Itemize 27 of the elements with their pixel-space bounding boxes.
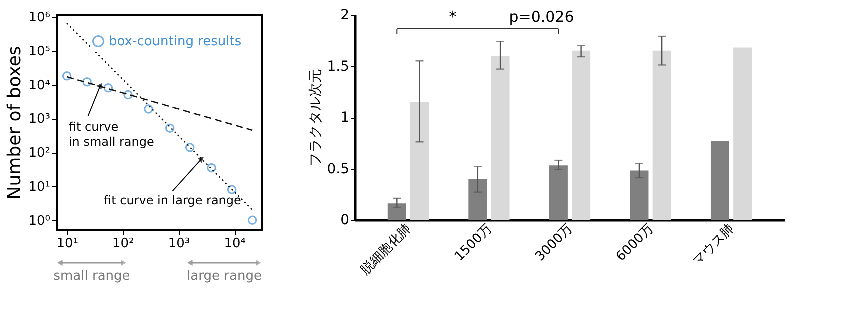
text: large range: [187, 269, 262, 284]
y-tick-label: 0.5: [327, 161, 350, 178]
y-tick-label: 10⁴: [28, 78, 50, 94]
y-tick-label: 10⁵: [28, 44, 50, 60]
annotation: fit curve in large range: [104, 194, 242, 208]
y-tick-label: 10²: [28, 146, 50, 162]
text: small range: [54, 269, 130, 284]
y-tick-label: 1: [340, 110, 350, 126]
y-axis-title: Number of boxes: [4, 46, 26, 200]
y-tick-label: 2: [340, 8, 350, 24]
y-axis-title: フラクタル次元: [308, 69, 324, 167]
x-tick-label: 10²: [112, 236, 134, 252]
x-tick-label: 10¹: [56, 236, 78, 252]
legend-label: box-counting results: [109, 34, 242, 50]
x-tick-label: 10³: [168, 236, 190, 252]
annotation: *: [449, 8, 458, 26]
x-tick-label: 脱細胞化肺: [358, 222, 415, 278]
y-tick-label: 10⁶: [28, 10, 50, 26]
y-tick-label: 10⁰: [28, 214, 50, 229]
x-tick-label: 10⁴: [224, 236, 246, 252]
y-tick-label: 10¹: [28, 180, 50, 195]
x-tick-label: マウス肺: [690, 222, 738, 269]
annotation: fit curve in small range: [68, 120, 154, 150]
y-tick-label: 10³: [28, 112, 50, 128]
y-tick-label: 1.5: [327, 58, 350, 75]
annotation: p=0.026: [509, 8, 574, 26]
y-tick-label: 0: [340, 212, 350, 228]
